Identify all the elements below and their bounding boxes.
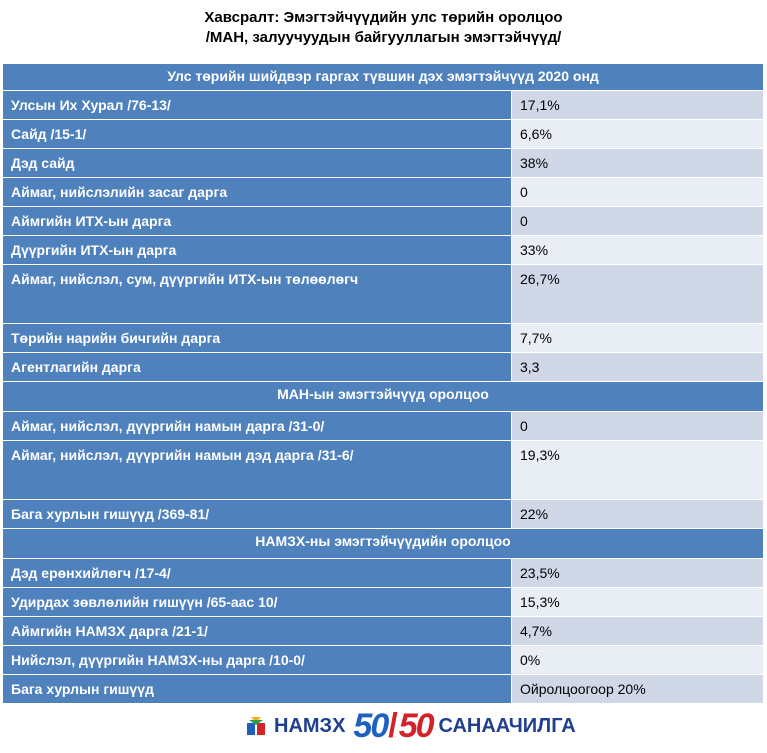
row-label: Аймаг, нийслэл, сум, дүүргийн ИТХ-ын төл… — [3, 265, 512, 323]
row-value: 0 — [512, 412, 763, 440]
row-label: Аймаг, нийслэлийн засаг дарга — [3, 178, 512, 206]
row-value: 38% — [512, 149, 763, 177]
title-line-2: /МАН, залуучуудын байгууллагын эмэгтэйчү… — [205, 29, 562, 46]
row-value: 22% — [512, 500, 763, 528]
row-label: Аймгийн НАМЗХ дарга /21-1/ — [3, 617, 512, 645]
logo-right-number: 50 — [398, 706, 435, 745]
row-value: 0% — [512, 646, 763, 674]
row-label: Аймаг, нийслэл, дүүргийн намын дэд дарга… — [3, 441, 512, 499]
row-label: Сайд /15-1/ — [3, 120, 512, 148]
row-label: Бага хурлын гишүүд /369-81/ — [3, 500, 512, 528]
row-value: 19,3% — [512, 441, 763, 499]
table-row: Аймгийн НАМЗХ дарга /21-1/ 4,7% — [3, 617, 763, 646]
row-value: 15,3% — [512, 588, 763, 616]
row-label: Улсын Их Хурал /76-13/ — [3, 91, 512, 119]
section-header-party: МАН-ын эмэгтэйчүүд оролцоо — [3, 382, 763, 412]
book-icon — [246, 715, 266, 737]
table-row: Сайд /15-1/ 6,6% — [3, 120, 763, 149]
row-value: 0 — [512, 207, 763, 235]
row-label: Бага хурлын гишүүд — [3, 675, 512, 703]
table-row: Удирдах зөвлөлийн гишүүн /65-аас 10/ 15,… — [3, 588, 763, 617]
table-row: Аймгийн ИТХ-ын дарга 0 — [3, 207, 763, 236]
row-label: Аймгийн ИТХ-ын дарга — [3, 207, 512, 235]
participation-table: Улс төрийн шийдвэр гаргах түвшин дэх эмэ… — [3, 64, 763, 704]
table-row: Дэд ерөнхийлөгч /17-4/ 23,5% — [3, 559, 763, 588]
row-value: 3,3 — [512, 353, 763, 381]
row-label: Нийслэл, дүүргийн НАМЗХ-ны дарга /10-0/ — [3, 646, 512, 674]
row-label: Аймаг, нийслэл, дүүргийн намын дарга /31… — [3, 412, 512, 440]
row-label: Дүүргийн ИТХ-ын дарга — [3, 236, 512, 264]
table-row: Аймаг, нийслэл, дүүргийн намын дэд дарга… — [3, 441, 763, 500]
initiative-logo: НАМЗХ 50 / 50 САНААЧИЛГА — [246, 706, 576, 746]
table-row: Агентлагийн дарга 3,3 — [3, 353, 763, 382]
section-header-youth: НАМЗХ-ны эмэгтэйчүүдийн оролцоо — [3, 529, 763, 559]
row-value: 6,6% — [512, 120, 763, 148]
logo-slash: / — [388, 706, 398, 745]
row-label: Дэд ерөнхийлөгч /17-4/ — [3, 559, 512, 587]
table-row: Нийслэл, дүүргийн НАМЗХ-ны дарга /10-0/ … — [3, 646, 763, 675]
table-row: Улсын Их Хурал /76-13/ 17,1% — [3, 91, 763, 120]
title-line-1: Хавсралт: Эмэгтэйчүүдийн улс төрийн орол… — [204, 9, 563, 26]
row-value: 26,7% — [512, 265, 763, 323]
logo-left-number: 50 — [353, 706, 389, 745]
section-header-state: Улс төрийн шийдвэр гаргах түвшин дэх эмэ… — [3, 64, 763, 91]
table-row: Дүүргийн ИТХ-ын дарга 33% — [3, 236, 763, 265]
page-title: Хавсралт: Эмэгтэйчүүдийн улс төрийн орол… — [0, 8, 767, 48]
table-row: Төрийн нарийн бичгийн дарга 7,7% — [3, 324, 763, 353]
logo-tail: САНААЧИЛГА — [438, 714, 576, 737]
row-value: 4,7% — [512, 617, 763, 645]
row-value: 0 — [512, 178, 763, 206]
row-value: 23,5% — [512, 559, 763, 587]
table-row: Дэд сайд 38% — [3, 149, 763, 178]
row-label: Удирдах зөвлөлийн гишүүн /65-аас 10/ — [3, 588, 512, 616]
table-row: Бага хурлын гишүүд /369-81/ 22% — [3, 500, 763, 529]
row-label: Төрийн нарийн бичгийн дарга — [3, 324, 512, 352]
row-value: 17,1% — [512, 91, 763, 119]
table-row: Аймаг, нийслэлийн засаг дарга 0 — [3, 178, 763, 207]
row-label: Дэд сайд — [3, 149, 512, 177]
table-row: Аймаг, нийслэл, дүүргийн намын дарга /31… — [3, 412, 763, 441]
table-row: Бага хурлын гишүүд Ойролцоогоор 20% — [3, 675, 763, 704]
row-value: 7,7% — [512, 324, 763, 352]
row-value: Ойролцоогоор 20% — [512, 675, 763, 703]
logo-brand: НАМЗХ — [274, 714, 346, 737]
table-row: Аймаг, нийслэл, сум, дүүргийн ИТХ-ын төл… — [3, 265, 763, 324]
row-label: Агентлагийн дарга — [3, 353, 512, 381]
row-value: 33% — [512, 236, 763, 264]
